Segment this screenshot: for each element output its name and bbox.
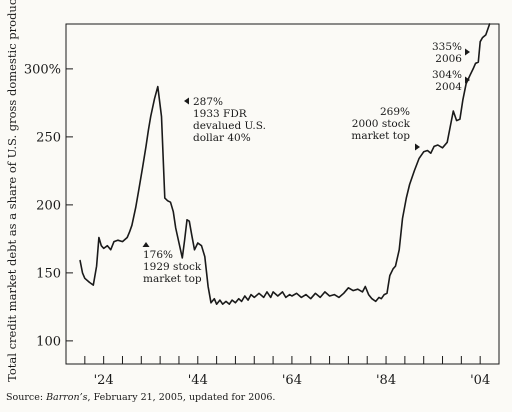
annotation-label: 304% 2004: [432, 69, 462, 93]
series-line: [79, 23, 491, 305]
annotation-line: 269%: [380, 106, 410, 118]
annotation: 176% 1929 stock market top: [142, 242, 202, 285]
annotations: 287% 1933 FDR devalued U.S. dollar 40%176% 1…: [142, 41, 470, 285]
x-tick-label: '64: [282, 373, 302, 388]
annotation-line: 176%: [143, 249, 173, 261]
x-tick-label: '84: [376, 373, 396, 388]
annotation-line: 2006: [435, 53, 462, 65]
annotation-line: 2000 stock: [352, 118, 411, 130]
series-group: [79, 23, 491, 305]
y-tick-label: 100: [36, 334, 61, 349]
source-suffix: , February 21, 2005, updated for 2006.: [87, 392, 276, 403]
x-axis: '24 '44 '64 '84 '04: [84, 356, 490, 388]
source-note: Source: Barron’s, February 21, 2005, upd…: [6, 392, 275, 403]
annotation: 304% 2004: [432, 69, 470, 93]
annotation-line: 304%: [432, 69, 462, 81]
y-axis-label: Total credit market debt as a share of U…: [5, 0, 19, 382]
annotation-label: 176% 1929 stock market top: [143, 249, 202, 285]
annotation-marker: [465, 48, 470, 56]
annotation-line: dollar 40%: [193, 132, 251, 144]
plot-frame: [65, 23, 500, 365]
annotation-marker: [142, 242, 150, 247]
annotation-line: market top: [351, 130, 410, 142]
x-tick-label: '04: [470, 373, 490, 388]
annotation-line: 287%: [193, 96, 223, 108]
annotation-line: 1933 FDR: [193, 108, 248, 120]
annotation-line: 1929 stock: [143, 261, 202, 273]
annotation-label: 287% 1933 FDR devalued U.S. dollar 40%: [193, 96, 266, 144]
x-tick-label: '24: [94, 373, 114, 388]
annotation-marker: [184, 97, 189, 105]
source-prefix: Source:: [6, 392, 47, 403]
y-axis: 100 150 200 250 300%: [24, 62, 73, 349]
annotation-line: 335%: [432, 41, 462, 53]
annotation-marker: [465, 76, 470, 84]
annotation-label: 269% 2000 stock market top: [351, 106, 410, 142]
annotation-line: devalued U.S.: [193, 120, 266, 132]
annotation-line: market top: [143, 273, 202, 285]
annotation: 287% 1933 FDR devalued U.S. dollar 40%: [184, 96, 266, 144]
y-tick-label: 250: [36, 130, 61, 145]
y-tick-label: 300%: [24, 62, 61, 77]
annotation: 335% 2006: [432, 41, 470, 65]
annotation: 269% 2000 stock market top: [351, 106, 420, 151]
y-tick-label: 200: [36, 198, 61, 213]
source-publication: Barron’s: [46, 392, 88, 403]
annotation-marker: [415, 143, 420, 151]
annotation-label: 335% 2006: [432, 41, 462, 65]
annotation-line: 2004: [435, 81, 462, 93]
x-tick-label: '44: [188, 373, 208, 388]
y-tick-label: 150: [36, 266, 61, 281]
